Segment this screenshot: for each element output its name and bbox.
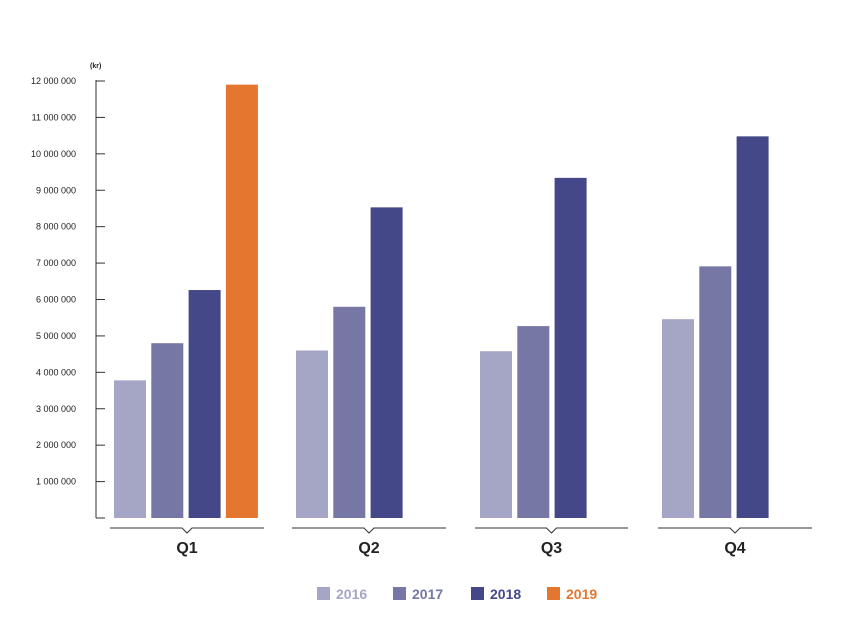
y-tick-label: 8 000 000 xyxy=(36,222,76,232)
category-bracket xyxy=(658,527,812,534)
legend-swatch-2016 xyxy=(317,587,330,600)
legend: 2016 2017 2018 2019 xyxy=(317,586,597,602)
y-tick-label: 6 000 000 xyxy=(36,295,76,305)
bar-q4-2016 xyxy=(662,319,694,518)
category-label-q2: Q2 xyxy=(358,540,379,557)
bar-q3-2016 xyxy=(480,351,512,518)
bar-q4-2018 xyxy=(736,136,769,518)
category-bracket xyxy=(475,527,628,534)
bar-q2-2017 xyxy=(333,306,366,518)
y-unit-label: (kr) xyxy=(90,63,101,70)
bar-q2-2018 xyxy=(370,207,403,518)
bar-q3-2018 xyxy=(554,177,587,518)
bar-q1-2019 xyxy=(225,84,258,519)
y-tick-label: 2 000 000 xyxy=(36,440,76,450)
y-tick-label: 1 000 000 xyxy=(36,477,76,487)
y-tick-label: 5 000 000 xyxy=(36,331,76,341)
y-tick-label: 9 000 000 xyxy=(36,185,76,195)
y-tick-label: 11 000 000 xyxy=(32,112,76,122)
legend-label-2016: 2016 xyxy=(336,586,367,602)
bar-q1-2017 xyxy=(151,343,184,518)
x-axis: Q1 Q2 Q3 Q4 xyxy=(110,527,812,557)
y-tick-label: 4 000 000 xyxy=(36,367,76,377)
y-tick-label: 7 000 000 xyxy=(36,258,76,268)
y-tick-label: 3 000 000 xyxy=(36,404,76,414)
legend-swatch-2019 xyxy=(547,587,560,600)
legend-label-2017: 2017 xyxy=(412,586,443,602)
category-label-q4: Q4 xyxy=(724,540,745,557)
legend-label-2018: 2018 xyxy=(490,586,521,602)
category-bracket xyxy=(292,527,446,534)
legend-label-2019: 2019 xyxy=(566,586,597,602)
legend-swatch-2017 xyxy=(393,587,406,600)
category-bracket xyxy=(110,527,264,534)
bar-q4-2017 xyxy=(699,266,732,518)
bar-q2-2016 xyxy=(296,350,328,518)
category-label-q3: Q3 xyxy=(541,540,562,557)
category-label-q1: Q1 xyxy=(176,540,197,557)
legend-swatch-2018 xyxy=(471,587,484,600)
y-tick-label: 10 000 000 xyxy=(31,149,76,159)
y-axis: 1 000 000 2 000 000 3 000 000 4 000 000 5 00… xyxy=(31,76,105,519)
bars-group xyxy=(114,84,769,519)
bar-q1-2016 xyxy=(114,380,146,518)
bar-q3-2017 xyxy=(517,326,550,518)
bar-q1-2018 xyxy=(188,290,221,518)
y-tick-label: 12 000 000 xyxy=(31,76,76,86)
